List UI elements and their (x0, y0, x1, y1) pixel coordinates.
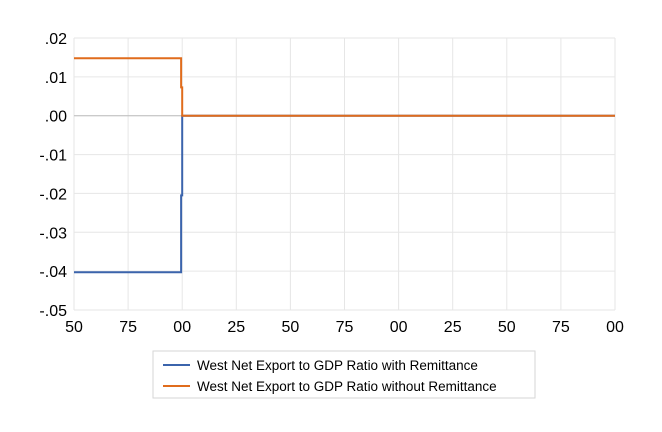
legend-label-with-remittance: West Net Export to GDP Ratio with Remitt… (197, 358, 478, 373)
series-line-1 (74, 57, 615, 117)
y-tick-label: -.01 (39, 148, 67, 165)
x-tick-label: 75 (552, 319, 570, 336)
x-tick-label: 75 (336, 319, 354, 336)
y-tick-label: .02 (45, 31, 67, 48)
x-tick-label: 00 (173, 319, 191, 336)
y-tick-label: -.03 (39, 225, 67, 242)
x-tick-label: 00 (390, 319, 408, 336)
y-tick-label: .00 (45, 109, 67, 126)
x-tick-label: 50 (65, 319, 83, 336)
y-tick-label: .01 (45, 70, 67, 87)
x-tick-label: 75 (119, 319, 137, 336)
x-tick-label: 00 (606, 319, 624, 336)
x-tick-label: 50 (498, 319, 516, 336)
y-tick-label: -.05 (39, 303, 67, 320)
x-tick-label: 50 (282, 319, 300, 336)
x-tick-label: 25 (227, 319, 245, 336)
legend-label-without-remittance: West Net Export to GDP Ratio without Rem… (197, 379, 497, 394)
series-group (74, 57, 615, 274)
y-tick-label: -.02 (39, 186, 67, 203)
x-tick-label: 25 (444, 319, 462, 336)
y-tick-label: -.04 (39, 264, 67, 281)
legend: West Net Export to GDP Ratio with Remitt… (152, 350, 536, 399)
y-axis: .02 .01 .00 -.01 -.02 -.03 -.04 -.05 (39, 31, 67, 320)
legend-box (152, 350, 536, 399)
x-axis: 50 75 00 25 50 75 00 25 50 75 00 (65, 319, 624, 336)
